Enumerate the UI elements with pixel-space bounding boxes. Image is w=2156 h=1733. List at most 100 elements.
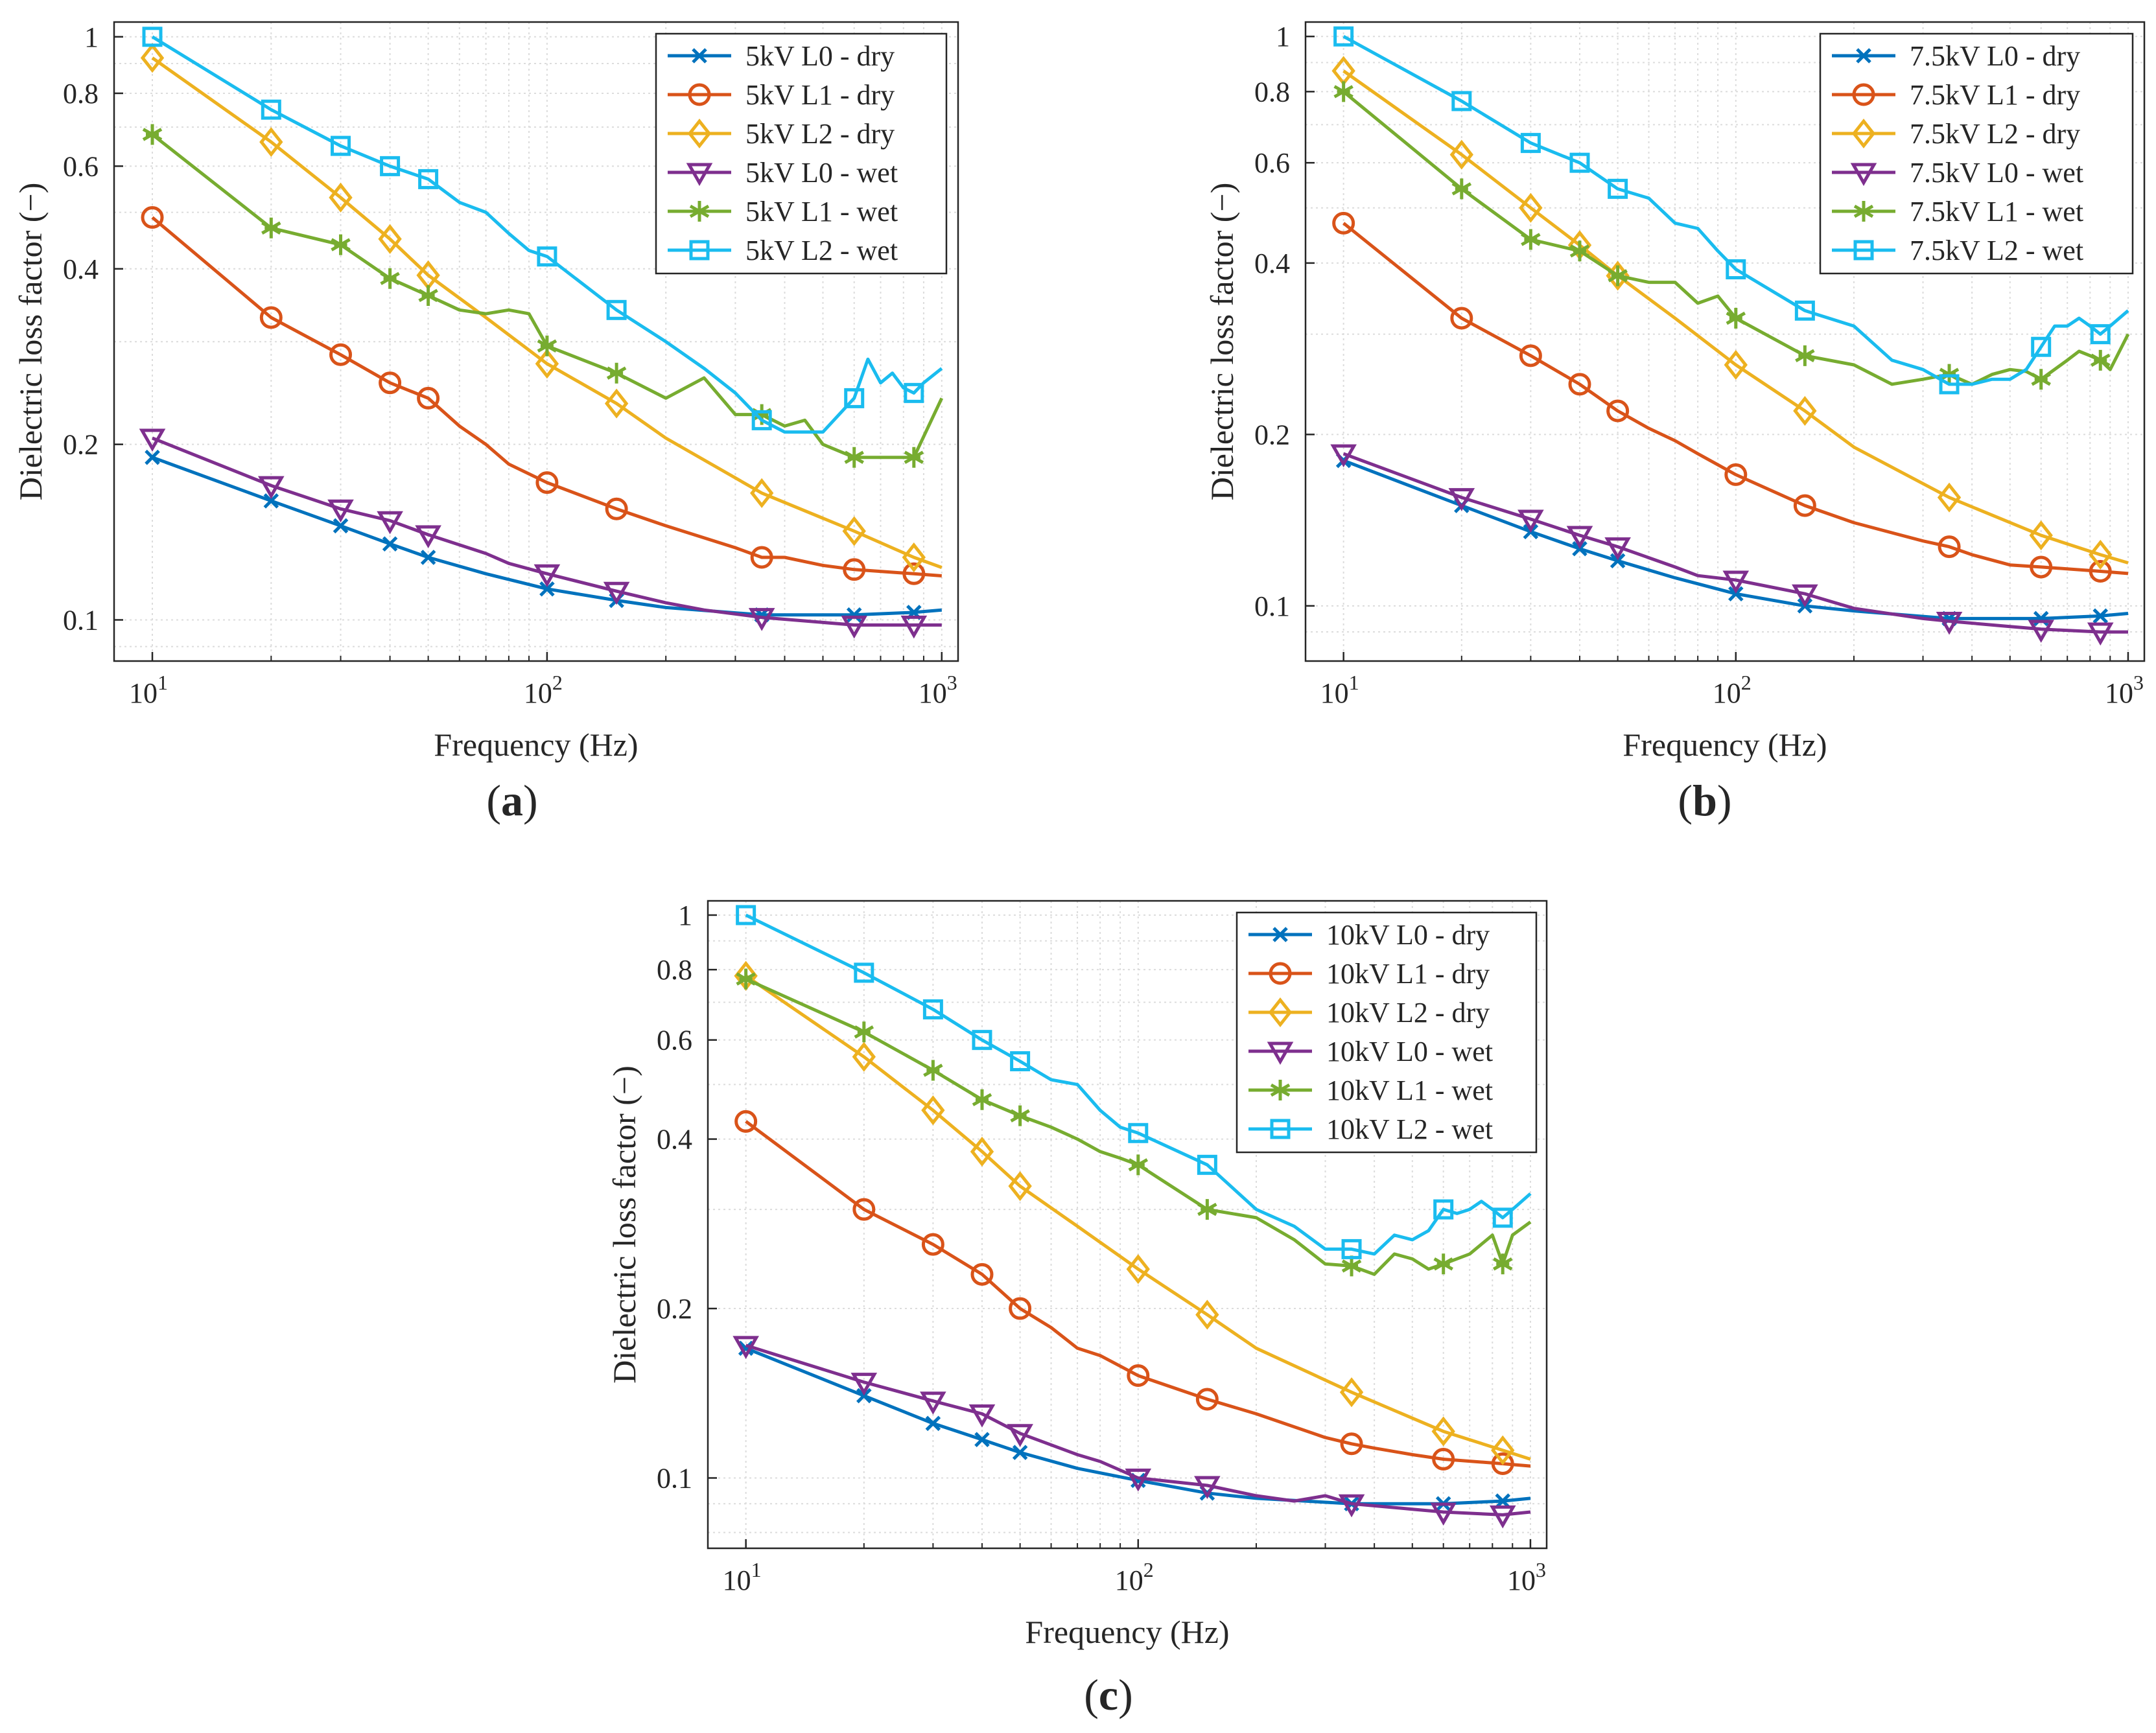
- data-point-L0_wet: [1489, 1505, 1516, 1529]
- data-point-L1_dry: [141, 206, 164, 229]
- data-point-L0_wet: [748, 608, 775, 631]
- legend-label: 10kV L0 - dry: [1326, 919, 1490, 951]
- legend-label: 7.5kV L2 - wet: [1910, 235, 2083, 266]
- data-point-L0_wet: [920, 1391, 946, 1415]
- data-point-L1_dry: [605, 497, 628, 520]
- legend: 7.5kV L0 - dry 7.5kV L1 - dry 7.5kV L2 - d…: [1819, 32, 2134, 275]
- data-point-L2_dry: [1008, 1171, 1032, 1202]
- data-point-L2_wet: [2090, 324, 2111, 345]
- data-point-L2_dry: [970, 1136, 994, 1167]
- x-tick-label: 103: [1507, 1558, 1546, 1596]
- x-axis-label: Frequency (Hz): [1623, 727, 1827, 763]
- data-point-L2_wet: [1569, 152, 1590, 173]
- data-point-L2_wet: [1726, 259, 1746, 280]
- legend-label: 10kV L1 - dry: [1326, 958, 1490, 990]
- legend-label: 5kV L2 - dry: [745, 118, 895, 150]
- legend: 10kV L0 - dry 10kV L1 - dry 10kV L2 - dry 1…: [1236, 911, 1538, 1154]
- legend-label: 7.5kV L1 - dry: [1910, 79, 2080, 111]
- legend-item-L1_dry: 10kV L1 - dry: [1248, 958, 1490, 990]
- legend-label: 7.5kV L0 - wet: [1910, 157, 2083, 189]
- legend-marker: [1267, 1041, 1294, 1065]
- plot-area-frame: [113, 21, 959, 662]
- data-point-L2_wet: [1128, 1122, 1149, 1143]
- data-point-L0_dry: [1495, 1493, 1511, 1509]
- legend-marker: [1269, 962, 1292, 985]
- series-line-L0_wet: [745, 1343, 1531, 1517]
- data-point-L2_dry: [1431, 1416, 1455, 1447]
- data-point-L1_dry: [970, 1262, 994, 1286]
- data-point-L2_wet: [537, 246, 557, 267]
- data-point-L0_wet: [415, 525, 441, 549]
- data-point-L2_wet: [1197, 1154, 1217, 1175]
- y-tick-label: 0.4: [63, 253, 99, 285]
- legend-marker: [1853, 240, 1874, 261]
- data-point-L0_wet: [1936, 611, 1963, 635]
- legend-frame: [1819, 32, 2134, 275]
- legend-marker: [1856, 48, 1871, 64]
- data-point-L2_dry: [378, 224, 402, 254]
- chart-panel-a: 101 102 103 0.1 0.2 0.4 0.6 0.8 1 Frequency (Hz) D…: [12, 21, 959, 763]
- data-point-L0_wet: [2087, 622, 2114, 646]
- series-line-L2_wet: [1342, 35, 2129, 386]
- data-point-L0_dry: [1610, 553, 1626, 569]
- data-point-L1_dry: [1606, 399, 1630, 423]
- data-point-L2_wet: [1451, 91, 1472, 111]
- legend-marker: [686, 163, 713, 187]
- y-tick-label: 1: [84, 21, 99, 53]
- data-point-L2_wet: [904, 382, 924, 403]
- series-line-L2_wet: [745, 913, 1532, 1256]
- x-tick-label: 101: [723, 1558, 762, 1596]
- data-point-L2_wet: [1794, 300, 1815, 321]
- data-point-L0_wet: [139, 428, 166, 452]
- series-L0_wet: [732, 1336, 1531, 1529]
- data-point-L0_dry: [539, 581, 555, 597]
- data-point-L0_wet: [1722, 570, 1750, 594]
- data-point-L2_dry: [1793, 395, 1817, 426]
- y-tick-label: 0.6: [63, 150, 99, 182]
- legend-frame: [1236, 911, 1538, 1154]
- data-point-L2_dry: [535, 349, 559, 379]
- y-tick-label: 0.4: [657, 1124, 692, 1156]
- series-L1_dry: [734, 1110, 1531, 1476]
- data-point-L1_dry: [902, 562, 926, 585]
- data-point-L2_dry: [1724, 349, 1748, 380]
- data-point-L2_wet: [844, 388, 865, 408]
- data-point-L2_wet: [1341, 1239, 1362, 1259]
- data-point-L0_wet: [327, 499, 354, 523]
- data-point-L0_wet: [968, 1404, 996, 1428]
- legend-label: 5kV L1 - dry: [745, 79, 895, 111]
- data-point-L2_wet: [606, 299, 627, 320]
- data-point-L0_dry: [263, 493, 279, 509]
- data-point-L1_dry: [1724, 463, 1748, 486]
- y-tick-label: 0.2: [1254, 419, 1290, 450]
- data-point-L2_dry: [749, 478, 774, 508]
- data-point-L1_dry: [1127, 1364, 1150, 1388]
- data-point-L2_dry: [902, 542, 926, 573]
- legend-label: 7.5kV L0 - dry: [1910, 40, 2080, 72]
- data-point-L0_wet: [377, 511, 403, 535]
- legend-item-L1_wet: 7.5kV L1 - wet: [1832, 196, 2083, 227]
- series-L2_wet: [142, 27, 943, 434]
- legend-label: 5kV L0 - dry: [745, 40, 895, 72]
- legend-label: 10kV L2 - dry: [1326, 997, 1490, 1029]
- y-tick-label: 0.8: [657, 954, 692, 986]
- series-L1_wet: [736, 968, 1532, 1277]
- legend-label: 5kV L0 - wet: [745, 157, 898, 189]
- y-tick-label: 0.1: [1254, 590, 1290, 622]
- data-point-L0_dry: [974, 1432, 990, 1448]
- data-point-L0_wet: [1338, 1494, 1365, 1518]
- legend-label: 7.5kV L1 - wet: [1910, 196, 2083, 227]
- y-tick-label: 0.8: [1254, 76, 1290, 108]
- legend-label: 7.5kV L2 - dry: [1910, 118, 2080, 150]
- data-point-L2_dry: [2029, 520, 2053, 551]
- data-point-L2_dry: [1195, 1299, 1219, 1330]
- series-L1_dry: [1332, 211, 2129, 583]
- data-point-L0_wet: [732, 1336, 759, 1359]
- x-tick-label: 103: [919, 671, 957, 709]
- y-axis-label: Dielectric loss factor (−): [606, 1065, 642, 1383]
- legend-marker: [1270, 1119, 1291, 1139]
- data-point-L2_dry: [1126, 1254, 1150, 1285]
- series-L1_dry: [141, 206, 942, 585]
- data-point-L2_dry: [852, 1041, 876, 1072]
- legend-item-L1_wet: 5kV L1 - wet: [668, 196, 898, 227]
